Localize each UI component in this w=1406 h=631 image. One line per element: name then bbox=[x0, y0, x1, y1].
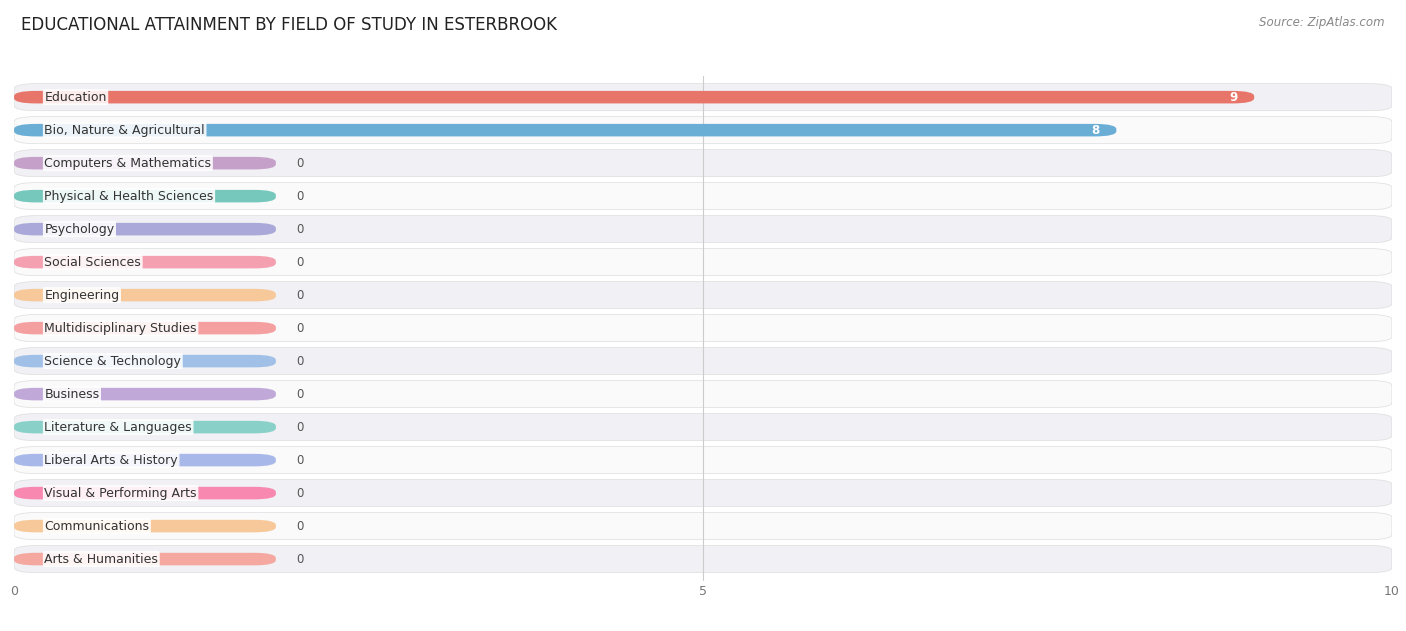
FancyBboxPatch shape bbox=[14, 487, 276, 499]
FancyBboxPatch shape bbox=[14, 388, 276, 401]
Text: Liberal Arts & History: Liberal Arts & History bbox=[45, 454, 179, 466]
Text: 0: 0 bbox=[297, 156, 304, 170]
Text: Literature & Languages: Literature & Languages bbox=[45, 421, 193, 433]
FancyBboxPatch shape bbox=[14, 216, 1392, 243]
Text: Business: Business bbox=[45, 387, 100, 401]
Text: Psychology: Psychology bbox=[45, 223, 114, 235]
Text: 0: 0 bbox=[297, 387, 304, 401]
Text: 0: 0 bbox=[297, 487, 304, 500]
FancyBboxPatch shape bbox=[14, 150, 1392, 177]
FancyBboxPatch shape bbox=[14, 182, 1392, 209]
FancyBboxPatch shape bbox=[14, 413, 1392, 440]
FancyBboxPatch shape bbox=[14, 91, 1254, 103]
FancyBboxPatch shape bbox=[14, 447, 1392, 474]
FancyBboxPatch shape bbox=[14, 157, 276, 169]
FancyBboxPatch shape bbox=[14, 84, 1392, 110]
Text: 0: 0 bbox=[297, 421, 304, 433]
Text: Source: ZipAtlas.com: Source: ZipAtlas.com bbox=[1260, 16, 1385, 29]
Text: 0: 0 bbox=[297, 288, 304, 302]
FancyBboxPatch shape bbox=[14, 281, 1392, 309]
Text: Science & Technology: Science & Technology bbox=[45, 355, 181, 368]
FancyBboxPatch shape bbox=[14, 256, 276, 268]
Text: Multidisciplinary Studies: Multidisciplinary Studies bbox=[45, 322, 197, 334]
Text: 0: 0 bbox=[297, 519, 304, 533]
Text: Education: Education bbox=[45, 91, 107, 103]
FancyBboxPatch shape bbox=[14, 553, 276, 565]
FancyBboxPatch shape bbox=[14, 315, 1392, 341]
FancyBboxPatch shape bbox=[14, 124, 1116, 136]
Text: Engineering: Engineering bbox=[45, 288, 120, 302]
FancyBboxPatch shape bbox=[14, 249, 1392, 276]
Text: Physical & Health Sciences: Physical & Health Sciences bbox=[45, 190, 214, 203]
Text: EDUCATIONAL ATTAINMENT BY FIELD OF STUDY IN ESTERBROOK: EDUCATIONAL ATTAINMENT BY FIELD OF STUDY… bbox=[21, 16, 557, 34]
FancyBboxPatch shape bbox=[14, 289, 276, 302]
FancyBboxPatch shape bbox=[14, 520, 276, 533]
FancyBboxPatch shape bbox=[14, 380, 1392, 408]
FancyBboxPatch shape bbox=[14, 355, 276, 367]
Text: Communications: Communications bbox=[45, 519, 149, 533]
Text: 8: 8 bbox=[1091, 124, 1099, 137]
Text: Arts & Humanities: Arts & Humanities bbox=[45, 553, 159, 565]
Text: 0: 0 bbox=[297, 190, 304, 203]
FancyBboxPatch shape bbox=[14, 546, 1392, 572]
Text: 0: 0 bbox=[297, 553, 304, 565]
FancyBboxPatch shape bbox=[14, 480, 1392, 507]
Text: Social Sciences: Social Sciences bbox=[45, 256, 141, 269]
FancyBboxPatch shape bbox=[14, 190, 276, 203]
Text: 0: 0 bbox=[297, 355, 304, 368]
FancyBboxPatch shape bbox=[14, 421, 276, 433]
Text: 0: 0 bbox=[297, 322, 304, 334]
FancyBboxPatch shape bbox=[14, 223, 276, 235]
Text: Visual & Performing Arts: Visual & Performing Arts bbox=[45, 487, 197, 500]
FancyBboxPatch shape bbox=[14, 322, 276, 334]
FancyBboxPatch shape bbox=[14, 512, 1392, 540]
Text: 9: 9 bbox=[1229, 91, 1237, 103]
FancyBboxPatch shape bbox=[14, 117, 1392, 144]
FancyBboxPatch shape bbox=[14, 348, 1392, 375]
Text: 0: 0 bbox=[297, 256, 304, 269]
Text: 0: 0 bbox=[297, 223, 304, 235]
Text: Bio, Nature & Agricultural: Bio, Nature & Agricultural bbox=[45, 124, 205, 137]
Text: Computers & Mathematics: Computers & Mathematics bbox=[45, 156, 211, 170]
FancyBboxPatch shape bbox=[14, 454, 276, 466]
Text: 0: 0 bbox=[297, 454, 304, 466]
